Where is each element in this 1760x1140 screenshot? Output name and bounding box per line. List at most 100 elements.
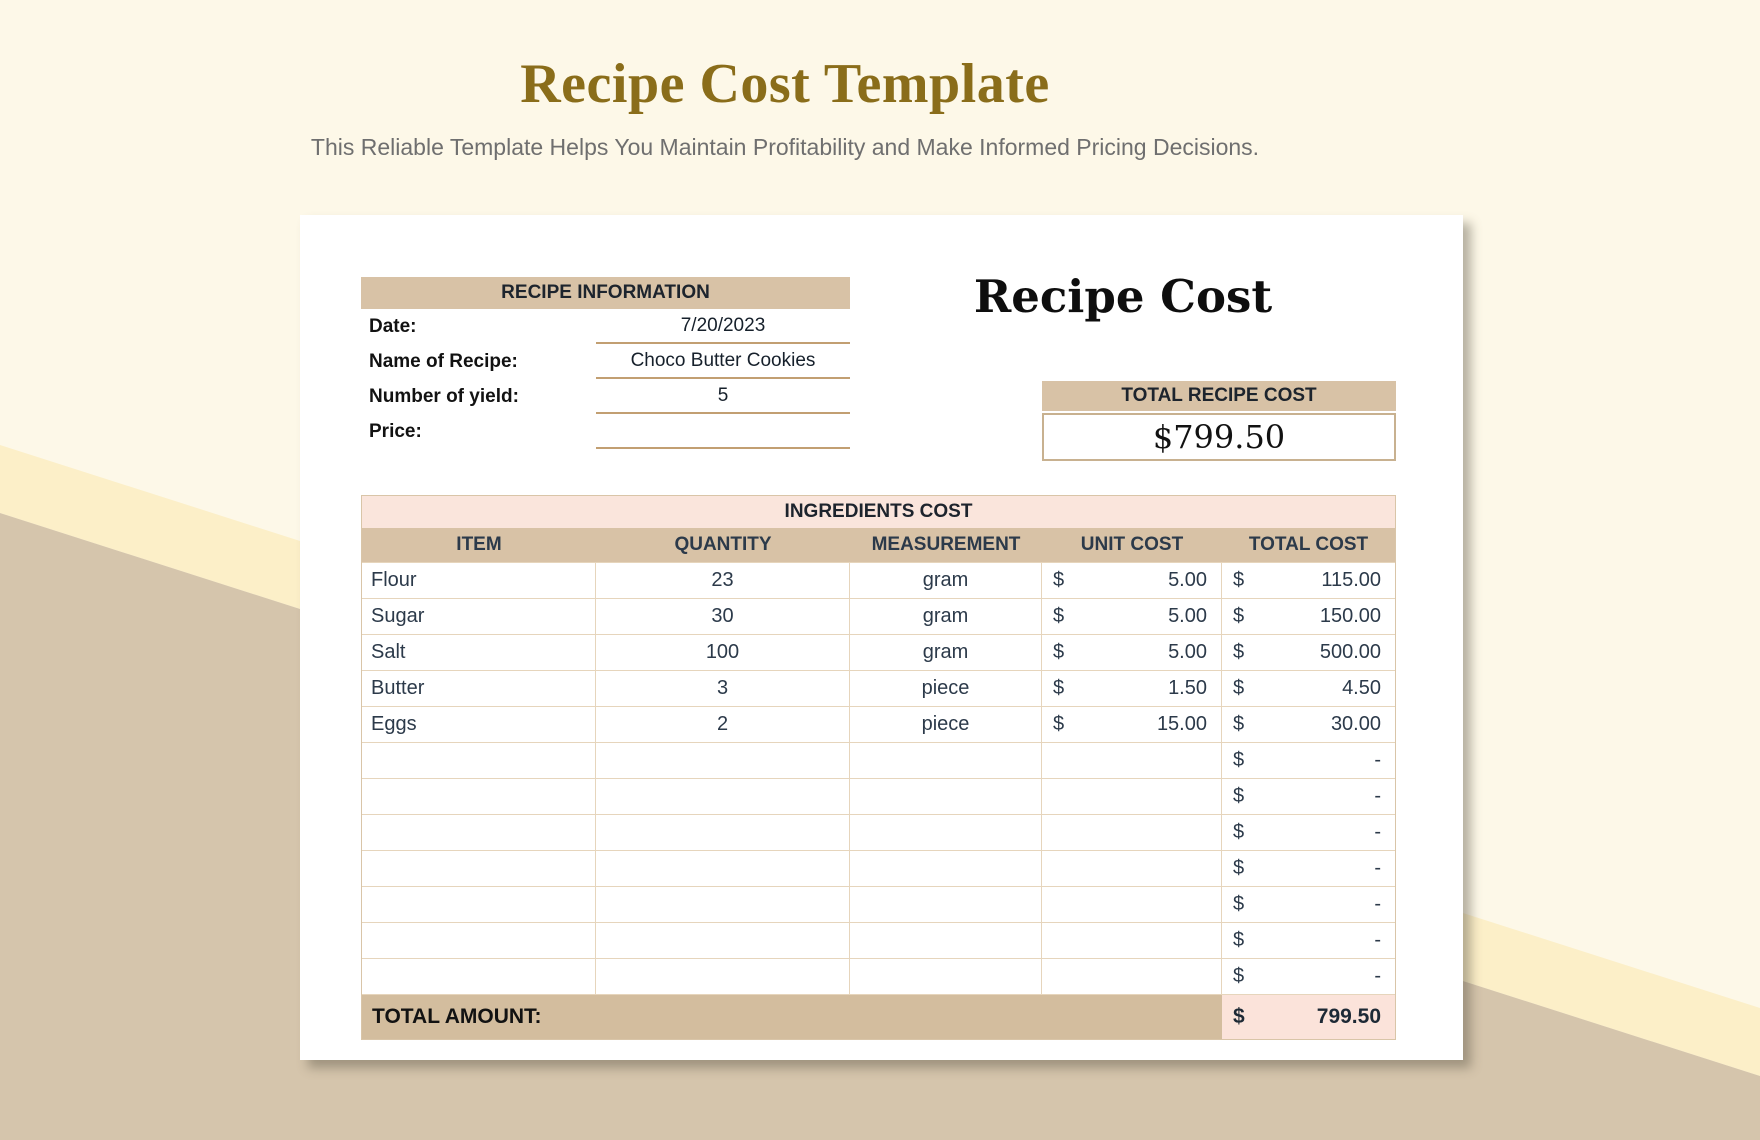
cell-quantity[interactable] (596, 887, 850, 922)
cell-quantity[interactable] (596, 815, 850, 850)
cell-unit-cost[interactable] (1042, 959, 1222, 994)
cell-quantity[interactable]: 23 (596, 563, 850, 598)
total-recipe-cost-value: $799.50 (1042, 413, 1396, 461)
cell-total-cost: $30.00 (1222, 707, 1395, 742)
field-row-yield: Number of yield: 5 (361, 379, 850, 414)
cell-measurement[interactable]: piece (850, 707, 1042, 742)
total-currency: $ (1233, 857, 1245, 879)
cell-item[interactable]: Flour (362, 563, 596, 598)
field-row-price: Price: (361, 414, 850, 449)
cell-quantity[interactable] (596, 851, 850, 886)
cell-total-cost: $ - (1222, 815, 1395, 850)
recipe-name-field[interactable]: Choco Butter Cookies (596, 344, 850, 379)
cell-unit-cost[interactable] (1042, 851, 1222, 886)
template-card: RECIPE INFORMATION Date: 7/20/2023 Name … (300, 215, 1463, 1060)
date-field[interactable]: 7/20/2023 (596, 309, 850, 344)
total-amount: - (1374, 965, 1381, 987)
cell-unit-cost[interactable] (1042, 887, 1222, 922)
table-row: $ - (362, 814, 1395, 850)
cell-item[interactable]: Butter (362, 671, 596, 706)
total-currency: $ (1233, 929, 1245, 951)
cell-item[interactable] (362, 959, 596, 994)
price-field[interactable] (596, 414, 850, 449)
ingredients-cost-header: INGREDIENTS COST (362, 496, 1395, 528)
total-currency: $ (1233, 569, 1245, 591)
cell-item[interactable] (362, 779, 596, 814)
total-amount: 30.00 (1330, 713, 1381, 735)
column-header-quantity: QUANTITY (674, 534, 772, 555)
cell-measurement[interactable] (850, 743, 1042, 778)
cell-item[interactable] (362, 815, 596, 850)
total-currency: $ (1233, 785, 1245, 807)
cell-measurement[interactable] (850, 779, 1042, 814)
cell-measurement[interactable]: gram (850, 599, 1042, 634)
cell-unit-cost[interactable]: $5.00 (1042, 563, 1222, 598)
cell-unit-cost[interactable] (1042, 815, 1222, 850)
total-amount: - (1374, 749, 1381, 771)
cell-item[interactable] (362, 851, 596, 886)
cell-unit-cost[interactable]: $5.00 (1042, 599, 1222, 634)
page-subtitle: This Reliable Template Helps You Maintai… (310, 134, 1260, 160)
cell-item[interactable] (362, 923, 596, 958)
cell-unit-cost[interactable]: $15.00 (1042, 707, 1222, 742)
yield-field[interactable]: 5 (596, 379, 850, 414)
column-header-unit-cost: UNIT COST (1080, 534, 1184, 555)
cell-quantity[interactable]: 2 (596, 707, 850, 742)
cell-total-cost: $ - (1222, 887, 1395, 922)
table-row: Salt 100 gram $5.00 $500.00 (362, 634, 1395, 670)
cell-measurement[interactable] (850, 887, 1042, 922)
table-row: $ - (362, 850, 1395, 886)
total-currency: $ (1233, 605, 1245, 627)
cell-quantity[interactable] (596, 779, 850, 814)
total-amount: - (1374, 785, 1381, 807)
cell-measurement[interactable] (850, 923, 1042, 958)
cell-quantity[interactable] (596, 743, 850, 778)
total-currency: $ (1233, 821, 1245, 843)
cell-item[interactable]: Sugar (362, 599, 596, 634)
total-currency: $ (1233, 893, 1245, 915)
total-amount: - (1374, 893, 1381, 915)
cell-measurement[interactable] (850, 959, 1042, 994)
total-amount: - (1374, 821, 1381, 843)
cell-item[interactable] (362, 887, 596, 922)
cell-quantity[interactable]: 3 (596, 671, 850, 706)
cell-measurement[interactable]: piece (850, 671, 1042, 706)
total-currency: $ (1233, 965, 1245, 987)
total-amount: - (1374, 857, 1381, 879)
cell-quantity[interactable] (596, 923, 850, 958)
unit-currency: $ (1053, 713, 1065, 735)
unit-amount: 1.50 (1168, 677, 1207, 699)
unit-amount: 5.00 (1168, 641, 1207, 663)
total-recipe-cost-header: TOTAL RECIPE COST (1042, 381, 1396, 411)
cell-measurement[interactable]: gram (850, 563, 1042, 598)
cell-measurement[interactable] (850, 815, 1042, 850)
total-amount-number: 799.50 (1316, 1005, 1381, 1028)
cell-unit-cost[interactable] (1042, 779, 1222, 814)
unit-currency: $ (1053, 605, 1065, 627)
total-currency: $ (1233, 749, 1245, 771)
cell-total-cost: $ - (1222, 851, 1395, 886)
cell-item[interactable] (362, 743, 596, 778)
cell-quantity[interactable] (596, 959, 850, 994)
total-amount: 150.00 (1319, 605, 1381, 627)
cell-total-cost: $500.00 (1222, 635, 1395, 670)
cell-unit-cost[interactable]: $5.00 (1042, 635, 1222, 670)
cell-unit-cost[interactable] (1042, 743, 1222, 778)
total-currency: $ (1233, 713, 1245, 735)
table-row: $ - (362, 958, 1395, 994)
unit-currency: $ (1053, 569, 1065, 591)
cell-unit-cost[interactable] (1042, 923, 1222, 958)
recipe-name-label: Name of Recipe: (369, 350, 518, 372)
cell-total-cost: $ - (1222, 779, 1395, 814)
cell-measurement[interactable]: gram (850, 635, 1042, 670)
cell-quantity[interactable]: 100 (596, 635, 850, 670)
total-amount: 115.00 (1321, 569, 1381, 591)
cell-item[interactable]: Eggs (362, 707, 596, 742)
cell-item[interactable]: Salt (362, 635, 596, 670)
cell-quantity[interactable]: 30 (596, 599, 850, 634)
cell-unit-cost[interactable]: $1.50 (1042, 671, 1222, 706)
cell-measurement[interactable] (850, 851, 1042, 886)
page-title: Recipe Cost Template (520, 53, 1050, 115)
date-label: Date: (369, 315, 417, 337)
